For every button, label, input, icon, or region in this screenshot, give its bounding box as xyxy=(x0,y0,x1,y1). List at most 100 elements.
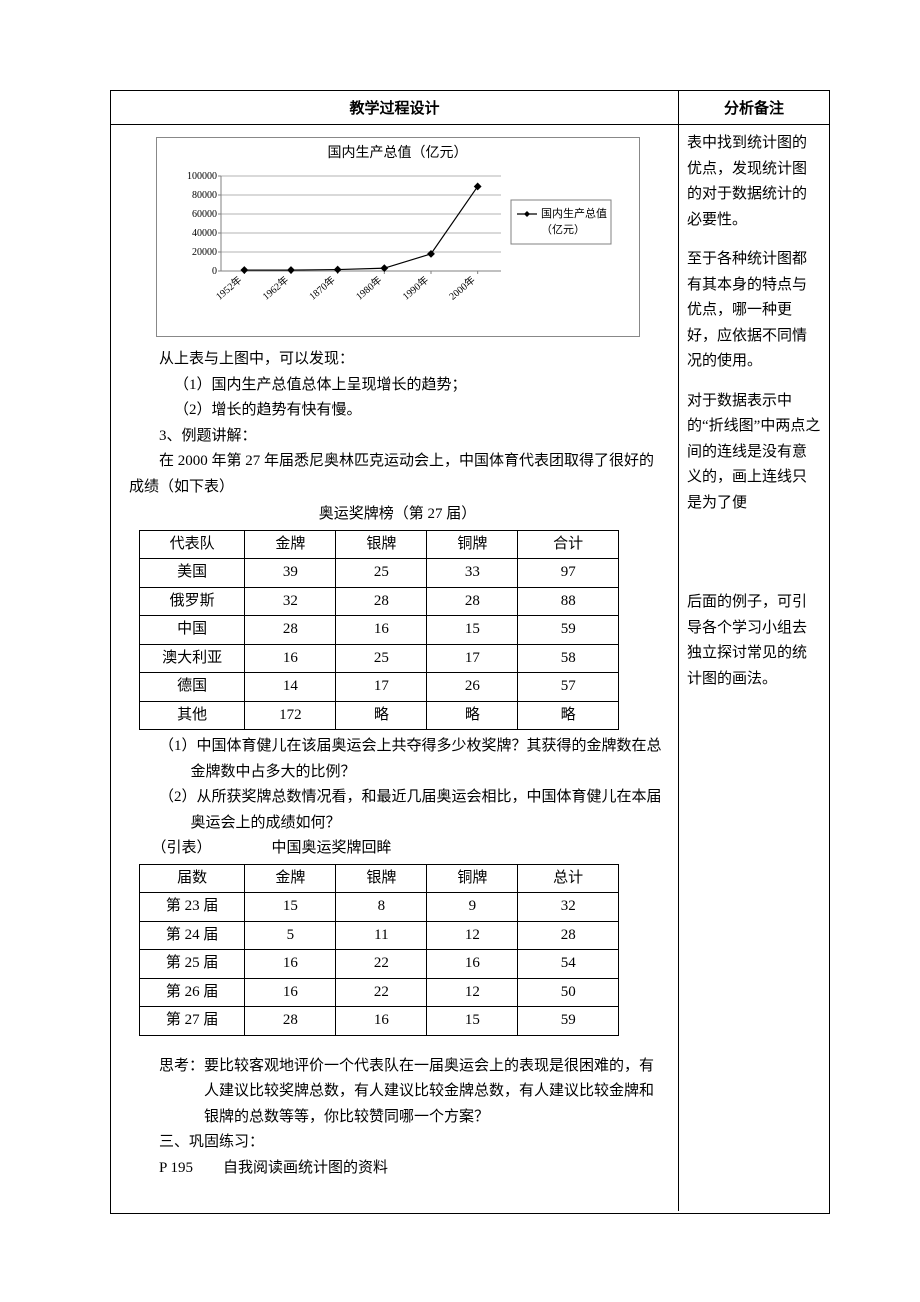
table-cell: 其他 xyxy=(140,701,245,730)
svg-text:100000: 100000 xyxy=(187,171,217,182)
table-cell: 16 xyxy=(245,950,336,979)
content-column: 国内生产总值（亿元） 02000040000600008000010000019… xyxy=(111,125,679,1211)
table-header-cell: 总计 xyxy=(518,864,619,893)
table-row: 第 24 届5111228 xyxy=(140,921,619,950)
think-block: 思考：要比较客观地评价一个代表队在一届奥运会上的表现是很困难的，有人建议比较奖牌… xyxy=(129,1054,666,1131)
table-header-cell: 届数 xyxy=(140,864,245,893)
table-cell: 略 xyxy=(427,701,518,730)
table-row: 德国14172657 xyxy=(140,673,619,702)
header-right: 分析备注 xyxy=(679,91,829,124)
table-header-cell: 银牌 xyxy=(336,864,427,893)
notes-column: 表中找到统计图的优点，发现统计图的对于数据统计的必要性。 至于各种统计图都有其本… xyxy=(679,125,829,1211)
table-cell: 5 xyxy=(245,921,336,950)
table-cell: 57 xyxy=(518,673,619,702)
practice-text: P 195 自我阅读画统计图的资料 xyxy=(129,1156,666,1182)
table-cell: 25 xyxy=(336,559,427,588)
svg-text:80000: 80000 xyxy=(192,190,217,201)
table1-title: 奥运奖牌榜（第 27 届） xyxy=(129,502,666,528)
medal-table-27: 代表队金牌银牌铜牌合计美国39253397俄罗斯32282888中国281615… xyxy=(139,530,619,731)
chart-title: 国内生产总值（亿元） xyxy=(163,142,633,166)
table-cell: 54 xyxy=(518,950,619,979)
table-cell: 8 xyxy=(336,893,427,922)
table-cell: 22 xyxy=(336,978,427,1007)
note-p1: 表中找到统计图的优点，发现统计图的对于数据统计的必要性。 xyxy=(687,131,821,233)
table-header-cell: 金牌 xyxy=(245,530,336,559)
table-cell: 97 xyxy=(518,559,619,588)
svg-text:60000: 60000 xyxy=(192,209,217,220)
table-row: 第 23 届158932 xyxy=(140,893,619,922)
svg-text:（亿元）: （亿元） xyxy=(541,223,585,236)
svg-text:40000: 40000 xyxy=(192,228,217,239)
table-cell: 略 xyxy=(518,701,619,730)
note-p3: 对于数据表示中的“折线图”中两点之间的连线是没有意义的，画上连线只是为了便 xyxy=(687,389,821,517)
svg-text:1952年: 1952年 xyxy=(212,273,243,302)
lesson-frame: 教学过程设计 分析备注 国内生产总值（亿元） 02000040000600008… xyxy=(110,90,830,1214)
table-cell: 澳大利亚 xyxy=(140,644,245,673)
table-cell: 12 xyxy=(427,921,518,950)
line-chart-svg: 0200004000060000800001000001952年1962年187… xyxy=(163,168,621,323)
table-cell: 16 xyxy=(336,1007,427,1036)
table-cell: 28 xyxy=(336,587,427,616)
table-cell: 39 xyxy=(245,559,336,588)
svg-text:0: 0 xyxy=(212,266,217,277)
note-p4: 后面的例子，可引导各个学习小组去独立探讨常见的统计图的画法。 xyxy=(687,590,821,692)
table-cell: 58 xyxy=(518,644,619,673)
table-row: 第 25 届16221654 xyxy=(140,950,619,979)
section-3-text: 在 2000 年第 27 年届悉尼奥林匹克运动会上，中国体育代表团取得了很好的成… xyxy=(129,449,666,500)
table-header-cell: 铜牌 xyxy=(427,864,518,893)
svg-text:1870年: 1870年 xyxy=(306,273,337,302)
table-cell: 略 xyxy=(336,701,427,730)
ref-label: （引表） xyxy=(152,840,212,856)
svg-text:国内生产总值: 国内生产总值 xyxy=(541,206,607,220)
section-3-label: 3、例题讲解： xyxy=(129,424,666,450)
table-row: 美国39253397 xyxy=(140,559,619,588)
table-cell: 28 xyxy=(245,616,336,645)
table-cell: 15 xyxy=(245,893,336,922)
svg-text:20000: 20000 xyxy=(192,247,217,258)
table-cell: 美国 xyxy=(140,559,245,588)
table-cell: 俄罗斯 xyxy=(140,587,245,616)
table-cell: 14 xyxy=(245,673,336,702)
table-cell: 28 xyxy=(518,921,619,950)
table-cell: 28 xyxy=(427,587,518,616)
table-header-cell: 铜牌 xyxy=(427,530,518,559)
table-cell: 德国 xyxy=(140,673,245,702)
table-cell: 16 xyxy=(245,644,336,673)
question-1-wrap: （1）中国体育健儿在该届奥运会上共夺得多少枚奖牌？其获得的金牌数在总金牌数中占多… xyxy=(129,734,666,785)
ref-line: （引表） 中国奥运奖牌回眸 xyxy=(129,836,666,862)
section-practice: 三、巩固练习： xyxy=(129,1130,666,1156)
table2-title: 中国奥运奖牌回眸 xyxy=(272,840,392,856)
question-2-wrap: （2）从所获奖牌总数情况看，和最近几届奥运会相比，中国体育健儿在本届奥运会上的成… xyxy=(129,785,666,836)
table-cell: 中国 xyxy=(140,616,245,645)
table-cell: 88 xyxy=(518,587,619,616)
table-cell: 32 xyxy=(245,587,336,616)
table-row: 其他172略略略 xyxy=(140,701,619,730)
table-header-cell: 银牌 xyxy=(336,530,427,559)
table-cell: 50 xyxy=(518,978,619,1007)
table-cell: 16 xyxy=(427,950,518,979)
table-cell: 16 xyxy=(245,978,336,1007)
think-body: 要比较客观地评价一个代表队在一届奥运会上的表现是很困难的，有人建议比较奖牌总数，… xyxy=(204,1058,654,1125)
table-cell: 59 xyxy=(518,1007,619,1036)
svg-text:1990年: 1990年 xyxy=(399,273,430,302)
table-header-cell: 代表队 xyxy=(140,530,245,559)
china-medal-history-table: 届数金牌银牌铜牌总计第 23 届158932第 24 届5111228第 25 … xyxy=(139,864,619,1036)
table-row: 俄罗斯32282888 xyxy=(140,587,619,616)
table-cell: 第 24 届 xyxy=(140,921,245,950)
note-p2: 至于各种统计图都有其本身的特点与优点，哪一种更好，应依据不同情况的使用。 xyxy=(687,247,821,375)
table-header-cell: 金牌 xyxy=(245,864,336,893)
svg-text:2000年: 2000年 xyxy=(446,273,477,302)
table-cell: 33 xyxy=(427,559,518,588)
gdp-chart: 国内生产总值（亿元） 02000040000600008000010000019… xyxy=(156,137,640,337)
table-cell: 16 xyxy=(336,616,427,645)
table-row: 澳大利亚16251758 xyxy=(140,644,619,673)
table-cell: 22 xyxy=(336,950,427,979)
table-cell: 59 xyxy=(518,616,619,645)
table-cell: 9 xyxy=(427,893,518,922)
body-row: 国内生产总值（亿元） 02000040000600008000010000019… xyxy=(111,125,829,1211)
table-cell: 15 xyxy=(427,1007,518,1036)
svg-text:1980年: 1980年 xyxy=(352,273,383,302)
table-header-cell: 合计 xyxy=(518,530,619,559)
lead-in-text: 从上表与上图中，可以发现： xyxy=(129,347,666,373)
table-cell: 12 xyxy=(427,978,518,1007)
